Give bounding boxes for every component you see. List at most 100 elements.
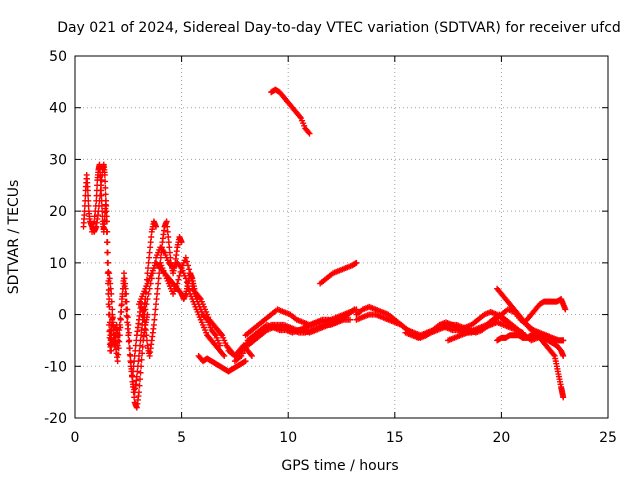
data-point — [124, 314, 131, 321]
data-point — [175, 276, 182, 283]
data-point — [150, 321, 157, 328]
data-point — [560, 394, 567, 401]
data-point — [147, 244, 154, 251]
data-point — [125, 338, 132, 345]
data-point — [165, 234, 172, 240]
data-point — [108, 347, 115, 354]
data-point — [146, 285, 153, 292]
data-point — [560, 352, 567, 359]
data-point — [136, 382, 143, 389]
series-track-n — [242, 316, 345, 349]
x-tick-label: 10 — [279, 430, 297, 446]
data-point — [118, 302, 125, 309]
data-point — [151, 316, 158, 323]
data-point — [305, 129, 312, 136]
data-point — [163, 218, 170, 225]
data-point — [142, 327, 149, 334]
data-point — [103, 213, 110, 220]
data-point — [176, 272, 183, 279]
data-point — [248, 352, 255, 359]
data-point — [132, 347, 139, 354]
data-point — [152, 306, 159, 313]
data-point — [247, 351, 254, 358]
series-track-j — [195, 352, 249, 375]
data-point — [150, 265, 157, 272]
data-point — [142, 321, 149, 328]
data-point — [562, 306, 569, 313]
data-point — [527, 325, 534, 332]
data-point — [123, 312, 130, 319]
data-point — [216, 342, 223, 349]
data-point — [98, 192, 105, 199]
data-point — [91, 213, 98, 220]
data-point — [196, 294, 203, 301]
data-point — [130, 368, 137, 375]
data-point — [102, 184, 109, 191]
data-point — [125, 332, 132, 339]
data-point — [155, 280, 162, 287]
data-point — [145, 265, 152, 272]
data-point — [117, 308, 124, 315]
data-point — [306, 130, 313, 137]
data-point — [126, 345, 133, 352]
data-point — [122, 298, 129, 305]
data-point — [153, 223, 160, 230]
series-track-b — [89, 161, 115, 354]
series-track-o — [268, 86, 313, 137]
data-point — [178, 239, 185, 246]
data-point — [124, 319, 131, 326]
y-tick-label: 0 — [58, 308, 67, 324]
data-point — [98, 187, 105, 194]
data-point — [105, 259, 112, 266]
data-point — [121, 270, 128, 277]
data-point — [154, 290, 161, 297]
data-point — [114, 342, 121, 349]
series-track-w — [523, 296, 569, 323]
data-point — [101, 171, 108, 178]
data-point — [115, 351, 122, 358]
data-points — [80, 86, 569, 411]
data-point — [188, 275, 195, 282]
data-point — [102, 191, 109, 198]
x-tick-label: 20 — [492, 430, 510, 446]
y-tick-label: -20 — [44, 411, 67, 427]
axis-ticks: 0 5 10 15 20 25 -20 -10 0 10 20 30 40 50 — [44, 49, 617, 446]
data-point — [221, 352, 228, 359]
data-point — [151, 311, 158, 318]
data-point — [144, 296, 151, 303]
data-point — [106, 319, 113, 326]
data-point — [126, 351, 133, 358]
data-point — [189, 280, 196, 287]
data-point — [133, 337, 140, 344]
data-point — [149, 270, 156, 277]
data-point — [155, 275, 162, 282]
data-point — [104, 249, 111, 256]
data-point — [550, 351, 557, 358]
data-point — [116, 327, 123, 334]
data-point — [108, 290, 115, 297]
data-point — [85, 192, 92, 199]
data-point — [146, 254, 153, 261]
data-point — [338, 316, 345, 323]
data-point — [121, 275, 128, 282]
data-point — [220, 351, 227, 358]
data-point — [131, 358, 138, 365]
data-point — [146, 249, 153, 256]
data-point — [129, 373, 136, 380]
data-point — [242, 358, 249, 365]
data-point — [182, 275, 189, 282]
x-tick-label: 5 — [177, 430, 186, 446]
data-point — [85, 202, 92, 209]
data-point — [110, 321, 117, 328]
y-tick-label: 10 — [49, 256, 67, 272]
data-point — [137, 369, 144, 376]
data-point — [148, 275, 155, 282]
data-point — [110, 327, 117, 334]
series-track-p — [317, 259, 360, 287]
data-point — [142, 306, 149, 313]
data-point — [102, 197, 109, 204]
data-point — [147, 280, 154, 287]
data-point — [118, 296, 125, 303]
x-tick-label: 25 — [599, 430, 617, 446]
